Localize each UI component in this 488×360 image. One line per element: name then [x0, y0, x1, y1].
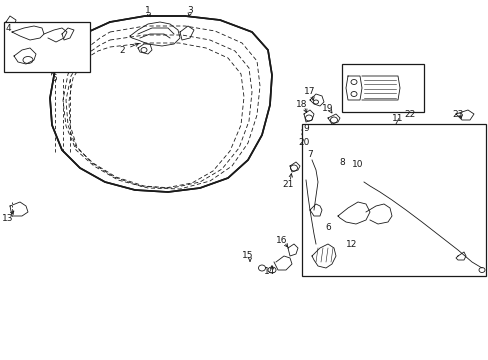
Bar [4, 22, 90, 72]
Bar [302, 124, 485, 276]
Text: 22: 22 [404, 109, 415, 118]
Text: 8: 8 [339, 158, 344, 166]
Text: 15: 15 [242, 252, 253, 261]
Text: 6: 6 [325, 224, 330, 233]
Text: 9: 9 [303, 123, 308, 132]
Text: 19: 19 [322, 104, 333, 112]
Text: 7: 7 [306, 149, 312, 158]
Text: 12: 12 [346, 239, 357, 248]
Bar [341, 64, 423, 112]
Text: 18: 18 [296, 99, 307, 108]
Text: 23: 23 [451, 109, 463, 118]
Text: 5: 5 [51, 73, 57, 82]
Text: 10: 10 [351, 159, 363, 168]
Text: 2: 2 [119, 45, 124, 54]
Text: 1: 1 [145, 5, 151, 14]
Text: 17: 17 [304, 87, 315, 96]
Text: 3: 3 [187, 5, 192, 14]
Text: 16: 16 [276, 235, 287, 244]
Text: 4: 4 [5, 23, 11, 32]
Text: 20: 20 [298, 138, 309, 147]
Text: 21: 21 [282, 180, 293, 189]
Polygon shape [50, 16, 271, 192]
Text: 14: 14 [264, 267, 275, 276]
Text: 13: 13 [2, 213, 14, 222]
Text: 11: 11 [391, 113, 403, 122]
